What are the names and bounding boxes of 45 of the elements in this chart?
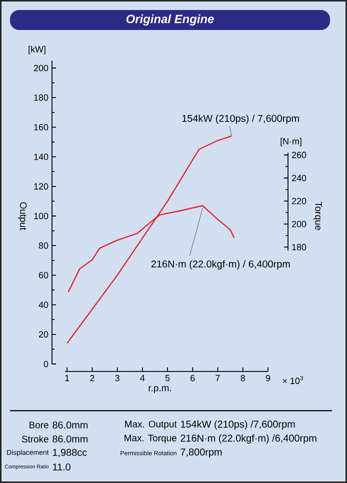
y-tick-label: 0 [44, 360, 48, 368]
x-tick-label: 8 [240, 374, 245, 382]
y-tick-label: 160 [34, 124, 48, 130]
text: Max. Torque [124, 434, 176, 444]
x-tick-label: 7 [216, 374, 220, 382]
y2-tick-label: 240 [292, 174, 306, 182]
y2-axis-title: Torque [313, 202, 322, 230]
x-tick-label: 4 [140, 374, 145, 382]
annotation: 216N·m (22.0kgf·m) / 6,400rpm [151, 260, 290, 270]
y2-tick-label: 260 [292, 152, 306, 158]
y2-tick-label: 200 [292, 220, 306, 228]
text: 86.0mm [52, 421, 88, 429]
y-tick-label: 20 [38, 331, 48, 338]
y-tick-label: 180 [34, 94, 48, 101]
annotation: 154kW (210ps) / 7,600rpm [182, 114, 299, 124]
x-tick-label: 5 [165, 374, 170, 382]
text: 1,988cc [52, 448, 87, 458]
x-tick-label: 9 [266, 374, 270, 382]
text: Max. Output [125, 420, 177, 430]
text: 86.0mm [52, 435, 88, 443]
text: 154kW (210ps) /7,600rpm [180, 420, 295, 430]
text: 7,800rpm [180, 448, 222, 458]
text: [N·m] [280, 138, 302, 146]
chart-title: Original Engine [126, 14, 214, 26]
x-axis-title: r.p.m. [148, 386, 171, 394]
x-tick-label: 3 [115, 374, 120, 382]
x-tick-label: 2 [90, 374, 94, 382]
y-tick-label: 120 [34, 183, 48, 190]
y-tick-label: 200 [34, 64, 48, 72]
y-tick-label: 40 [38, 302, 48, 308]
x-tick-label: 6 [190, 374, 195, 382]
text: × 10$^{3}$ [282, 376, 304, 384]
y-tick-label: 60 [38, 272, 48, 278]
y-tick-label: 140 [34, 154, 48, 160]
text: Bore [30, 422, 48, 428]
text: Stroke [22, 436, 48, 442]
y2-tick-label: 220 [292, 198, 306, 204]
text: [kW] [28, 46, 46, 54]
text: 216N·m (22.0kgf·m) /6,400rpm [180, 434, 316, 444]
x-tick-label: 1 [65, 374, 70, 382]
y2-tick-label: 180 [292, 244, 306, 250]
y-tick-label: 100 [34, 212, 48, 220]
y-tick-label: 80 [38, 242, 48, 249]
y-axis-title: Output [18, 202, 27, 230]
text: 11.0 [52, 463, 70, 471]
